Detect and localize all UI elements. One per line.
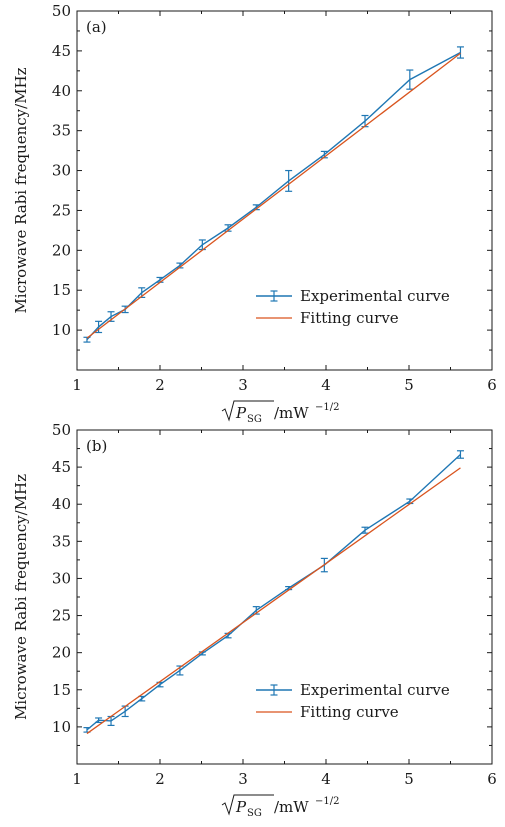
x-axis-label: P SG/mW −1/2 bbox=[221, 794, 339, 819]
legend-label-fitting: Fitting curve bbox=[300, 703, 399, 721]
y-axis-label: Microwave Rabi frequency/MHz bbox=[12, 67, 30, 313]
x-tick-label: 1 bbox=[72, 376, 82, 394]
y-tick-label: 10 bbox=[52, 321, 71, 339]
x-tick-label: 3 bbox=[238, 770, 248, 788]
series-fitting bbox=[86, 52, 461, 339]
error-bar bbox=[95, 717, 103, 724]
y-tick-label: 10 bbox=[52, 718, 71, 736]
plot-frame bbox=[76, 429, 493, 765]
x-tick-label: 5 bbox=[404, 770, 414, 788]
sqrt-radical-sign bbox=[221, 400, 274, 422]
x-label-unit: /mW bbox=[274, 798, 309, 816]
series-line bbox=[86, 467, 461, 735]
y-tick-label: 35 bbox=[52, 532, 71, 550]
y-axis-label: Microwave Rabi frequency/MHz bbox=[12, 474, 30, 720]
series-fitting bbox=[86, 467, 461, 735]
plot-frame bbox=[76, 10, 493, 371]
x-tick-label: 3 bbox=[238, 376, 248, 394]
x-tick-label: 2 bbox=[155, 770, 165, 788]
x-tick-label: 1 bbox=[72, 770, 82, 788]
legend-label-experimental: Experimental curve bbox=[300, 287, 450, 305]
error-bar bbox=[456, 46, 464, 59]
y-tick-label: 35 bbox=[52, 122, 71, 140]
x-tick-label: 5 bbox=[404, 376, 414, 394]
y-tick-label: 45 bbox=[52, 42, 71, 60]
legend: Experimental curve Fitting curve bbox=[256, 287, 450, 327]
y-tick-label: 15 bbox=[52, 681, 71, 699]
y-tick-label: 30 bbox=[52, 569, 71, 587]
y-tick-label: 40 bbox=[52, 82, 71, 100]
y-tick-label: 40 bbox=[52, 495, 71, 513]
x-tick-label: 2 bbox=[155, 376, 165, 394]
panel-label: (b) bbox=[86, 437, 107, 455]
error-bar bbox=[361, 526, 369, 534]
series-line bbox=[86, 52, 461, 339]
y-tick-label: 25 bbox=[52, 607, 71, 625]
x-label-unit: /mW bbox=[274, 404, 309, 422]
x-label-radicand: P bbox=[235, 404, 247, 422]
x-tick-label: 6 bbox=[487, 770, 497, 788]
y-tick-label: 20 bbox=[52, 644, 71, 662]
legend: Experimental curve Fitting curve bbox=[256, 681, 450, 721]
x-label-radicand-subscript: SG bbox=[247, 808, 262, 819]
legend-label-fitting: Fitting curve bbox=[300, 309, 399, 327]
panel-label: (a) bbox=[86, 18, 107, 36]
y-tick-label: 50 bbox=[52, 2, 71, 20]
error-bar bbox=[406, 69, 414, 90]
x-tick-label: 6 bbox=[487, 376, 497, 394]
y-tick-label: 25 bbox=[52, 201, 71, 219]
x-label-exponent: −1/2 bbox=[315, 402, 339, 413]
x-label-exponent: −1/2 bbox=[315, 796, 339, 807]
x-label-radicand-subscript: SG bbox=[247, 414, 262, 425]
series-experimental bbox=[83, 46, 464, 343]
y-tick-label: 50 bbox=[52, 421, 71, 439]
x-axis-label: P SG/mW −1/2 bbox=[221, 400, 339, 425]
y-tick-label: 45 bbox=[52, 458, 71, 476]
x-label-radicand: P bbox=[235, 798, 247, 816]
legend-label-experimental: Experimental curve bbox=[300, 681, 450, 699]
y-tick-label: 15 bbox=[52, 281, 71, 299]
error-bar bbox=[285, 169, 293, 192]
y-tick-label: 30 bbox=[52, 162, 71, 180]
y-tick-label: 20 bbox=[52, 241, 71, 259]
series-experimental bbox=[83, 450, 464, 733]
error-bar bbox=[456, 450, 464, 459]
x-tick-label: 4 bbox=[321, 376, 331, 394]
x-tick-label: 4 bbox=[321, 770, 331, 788]
error-bar bbox=[95, 320, 103, 334]
sqrt-radical-sign bbox=[221, 794, 274, 816]
